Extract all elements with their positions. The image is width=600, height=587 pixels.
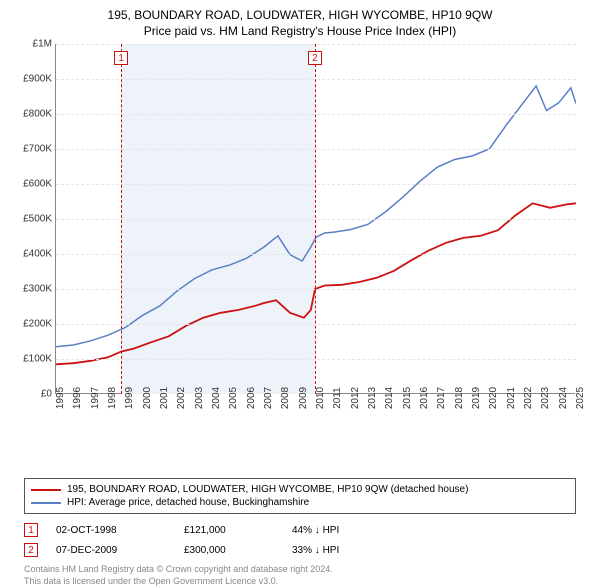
y-axis-label: £1M [8, 39, 52, 50]
y-axis-label: £200K [8, 319, 52, 330]
x-axis-label: 2008 [280, 387, 291, 409]
x-axis-label: 2011 [332, 387, 343, 409]
y-axis-label: £100K [8, 354, 52, 365]
sale-price: £300,000 [184, 545, 274, 556]
x-axis-label: 1996 [72, 387, 83, 409]
x-axis-label: 1997 [90, 387, 101, 409]
gridline [56, 44, 576, 45]
legend-swatch [31, 502, 61, 504]
x-axis-label: 2009 [298, 387, 309, 409]
series-hpi [56, 86, 576, 347]
x-axis-label: 2022 [523, 387, 534, 409]
legend: 195, BOUNDARY ROAD, LOUDWATER, HIGH WYCO… [24, 478, 576, 514]
y-axis-label: £0 [8, 389, 52, 400]
gridline [56, 114, 576, 115]
y-axis-label: £700K [8, 144, 52, 155]
x-axis-label: 2024 [558, 387, 569, 409]
title-line-2: Price paid vs. HM Land Registry's House … [0, 22, 600, 44]
marker-dash [315, 44, 316, 394]
y-axis-label: £300K [8, 284, 52, 295]
plot-area: £0£100K£200K£300K£400K£500K£600K£700K£80… [55, 44, 575, 394]
x-axis-label: 2021 [506, 387, 517, 409]
sale-delta: 33% ↓ HPI [292, 545, 339, 556]
y-axis-label: £500K [8, 214, 52, 225]
x-axis-label: 2006 [246, 387, 257, 409]
x-axis-label: 2020 [488, 387, 499, 409]
x-axis-label: 2014 [384, 387, 395, 409]
x-axis-label: 1995 [55, 387, 66, 409]
gridline [56, 324, 576, 325]
x-axis-label: 2000 [142, 387, 153, 409]
x-axis-label: 2016 [419, 387, 430, 409]
x-axis-label: 2025 [575, 387, 586, 409]
footer: Contains HM Land Registry data © Crown c… [24, 564, 576, 587]
legend-row: HPI: Average price, detached house, Buck… [31, 496, 569, 509]
sale-marker: 1 [24, 523, 38, 537]
y-axis-label: £900K [8, 74, 52, 85]
x-axis-label: 2013 [367, 387, 378, 409]
y-axis-label: £800K [8, 109, 52, 120]
sale-row: 2 07-DEC-2009 £300,000 33% ↓ HPI [24, 540, 576, 560]
gridline [56, 149, 576, 150]
legend-row: 195, BOUNDARY ROAD, LOUDWATER, HIGH WYCO… [31, 483, 569, 496]
x-axis-label: 1998 [107, 387, 118, 409]
x-axis-label: 2001 [159, 387, 170, 409]
sale-row: 1 02-OCT-1998 £121,000 44% ↓ HPI [24, 520, 576, 540]
sale-delta: 44% ↓ HPI [292, 525, 339, 536]
x-axis-label: 2004 [211, 387, 222, 409]
series-price_paid [56, 203, 576, 364]
sale-date: 02-OCT-1998 [56, 525, 166, 536]
legend-swatch [31, 489, 61, 491]
y-axis-label: £400K [8, 249, 52, 260]
x-axis-label: 2007 [263, 387, 274, 409]
x-axis-label: 2005 [228, 387, 239, 409]
sale-marker-on-chart: 1 [114, 51, 128, 65]
chart-container: 195, BOUNDARY ROAD, LOUDWATER, HIGH WYCO… [0, 0, 600, 560]
x-axis-label: 2017 [436, 387, 447, 409]
x-axis-label: 2003 [194, 387, 205, 409]
x-axis-label: 2018 [454, 387, 465, 409]
x-axis-label: 2019 [471, 387, 482, 409]
marker-dash [121, 44, 122, 394]
gridline [56, 219, 576, 220]
x-axis-label: 2023 [540, 387, 551, 409]
x-axis-label: 2015 [402, 387, 413, 409]
sale-price: £121,000 [184, 525, 274, 536]
footer-line-2: This data is licensed under the Open Gov… [24, 576, 576, 587]
sale-marker: 2 [24, 543, 38, 557]
legend-label: 195, BOUNDARY ROAD, LOUDWATER, HIGH WYCO… [67, 484, 468, 495]
x-axis-label: 2002 [176, 387, 187, 409]
gridline [56, 359, 576, 360]
title-line-1: 195, BOUNDARY ROAD, LOUDWATER, HIGH WYCO… [0, 0, 600, 22]
gridline [56, 254, 576, 255]
legend-label: HPI: Average price, detached house, Buck… [67, 497, 309, 508]
x-axis-label: 2012 [350, 387, 361, 409]
y-axis-label: £600K [8, 179, 52, 190]
sale-marker-on-chart: 2 [308, 51, 322, 65]
gridline [56, 184, 576, 185]
gridline [56, 79, 576, 80]
x-axis-label: 1999 [124, 387, 135, 409]
x-axis-ticks: 1995199619971998199920002001200220032004… [55, 394, 575, 434]
sale-date: 07-DEC-2009 [56, 545, 166, 556]
sales-table: 1 02-OCT-1998 £121,000 44% ↓ HPI 2 07-DE… [24, 520, 576, 560]
x-axis-label: 2010 [315, 387, 326, 409]
gridline [56, 289, 576, 290]
footer-line-1: Contains HM Land Registry data © Crown c… [24, 564, 576, 576]
